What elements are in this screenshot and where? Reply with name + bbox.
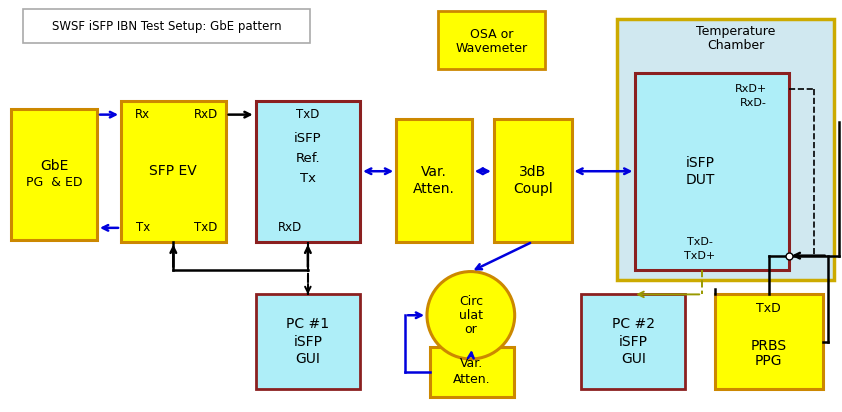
Text: PRBS: PRBS	[751, 339, 787, 353]
Text: Var.: Var.	[421, 165, 447, 179]
Text: Temperature: Temperature	[695, 25, 775, 37]
Text: Tx: Tx	[136, 221, 150, 234]
Text: OSA or: OSA or	[470, 28, 513, 41]
Text: RxD: RxD	[194, 108, 218, 121]
Bar	[715, 295, 823, 389]
Text: GUI: GUI	[621, 352, 646, 366]
Bar	[121, 101, 226, 242]
Bar	[430, 347, 514, 397]
Text: SWSF iSFP IBN Test Setup: GbE pattern: SWSF iSFP IBN Test Setup: GbE pattern	[52, 20, 282, 33]
Ellipse shape	[427, 272, 514, 359]
Text: PC #1: PC #1	[286, 317, 329, 331]
Text: Ref.: Ref.	[296, 152, 320, 165]
Text: TxD: TxD	[756, 302, 781, 315]
Text: or: or	[465, 323, 477, 336]
Text: Coupl: Coupl	[513, 182, 552, 196]
Text: TxD-: TxD-	[687, 237, 713, 247]
Bar	[256, 295, 360, 389]
Text: 3dB: 3dB	[519, 165, 546, 179]
Bar	[582, 295, 685, 389]
Text: RxD+: RxD+	[734, 84, 767, 94]
Text: TxD+: TxD+	[685, 250, 716, 261]
Text: Circ: Circ	[459, 295, 483, 308]
Text: GUI: GUI	[296, 352, 320, 366]
Text: Atten.: Atten.	[413, 182, 455, 196]
Bar	[493, 119, 572, 242]
Text: Var.: Var.	[461, 358, 483, 370]
Bar	[256, 101, 360, 242]
Text: SFP EV: SFP EV	[149, 164, 197, 178]
Bar	[396, 119, 472, 242]
Text: Chamber: Chamber	[706, 39, 764, 52]
Text: TxD: TxD	[296, 108, 320, 121]
Text: iSFP: iSFP	[294, 132, 322, 145]
Text: Rx: Rx	[136, 108, 151, 121]
Text: DUT: DUT	[685, 173, 715, 187]
Text: ulat: ulat	[459, 309, 482, 322]
Text: iSFP: iSFP	[685, 156, 715, 170]
Bar	[636, 73, 789, 269]
Text: RxD: RxD	[278, 221, 301, 234]
Text: Tx: Tx	[300, 172, 316, 185]
Bar	[438, 11, 545, 69]
Bar	[11, 109, 97, 240]
Text: PC #2: PC #2	[612, 317, 655, 331]
Text: RxD-: RxD-	[740, 98, 767, 108]
Bar	[617, 19, 834, 279]
Text: PG  & ED: PG & ED	[26, 176, 83, 189]
Text: iSFP: iSFP	[619, 335, 647, 349]
Text: PPG: PPG	[755, 354, 782, 368]
Text: TxD: TxD	[194, 221, 217, 234]
Text: GbE: GbE	[40, 159, 68, 173]
Bar	[24, 9, 311, 43]
Text: Atten.: Atten.	[453, 373, 491, 386]
Text: Wavemeter: Wavemeter	[456, 42, 527, 54]
Text: iSFP: iSFP	[293, 335, 322, 349]
